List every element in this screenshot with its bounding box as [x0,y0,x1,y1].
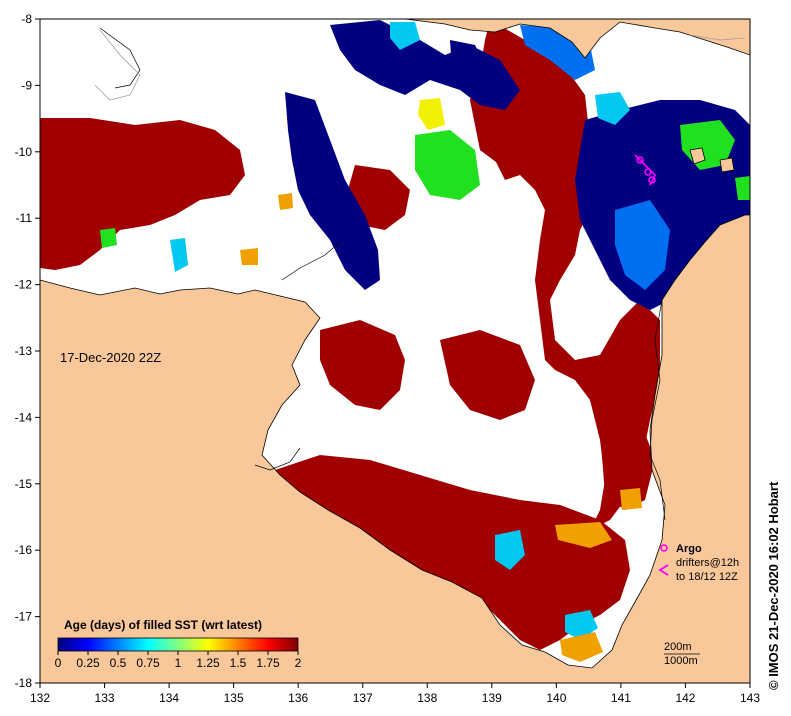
blue-patch-east [615,200,670,290]
orange-patch-southeast [555,522,612,548]
y-axis: -8 -9 -10 -11 -12 -13 -14 -15 -16 -17 -18 [15,12,40,690]
west-red-patch [40,118,245,270]
green-patch-center [415,130,480,200]
y-tick-label: -8 [21,12,32,26]
australia-landmass [40,214,750,683]
y-tick-label: -11 [16,211,33,225]
isobath-1000m [689,34,746,41]
west-coast-inlet [254,447,301,471]
yellow-patch-center [418,98,445,130]
y-tick-label: -10 [15,145,33,159]
isobath-200m-label: 200m [664,641,692,653]
y-tick-label: -16 [15,543,33,557]
colorbar-tick-label: 1.75 [256,656,280,670]
green-patch-far-east [735,176,750,200]
red-patch-mid [320,320,405,410]
y-tick-label: -9 [21,78,32,92]
colorbar-tick-label: 0.5 [110,656,127,670]
colorbar-tick-label: 0 [55,656,62,670]
peninsula-line [281,241,341,281]
navy-patch-diagonal [285,92,380,290]
date-label: 17-Dec-2020 22Z [60,350,161,365]
legend: Argo drifters@12h to 18/12 12Z [658,543,739,583]
credit-label: © IMOS 21-Dec-2020 16:02 Hobart [766,481,781,690]
island-northeast [719,157,735,173]
y-tick-label: -18 [15,676,33,690]
orange-patch-north [278,193,293,210]
x-tick-label: 138 [417,691,437,705]
navy-patch-north [330,20,520,110]
east-coast-line [649,299,666,521]
colorbar-tick-label: 1 [175,656,182,670]
orange-patch-south [560,632,603,662]
red-patch-mid-east [440,330,535,420]
coastline-details [99,27,666,521]
y-tick-label: -14 [15,410,33,424]
colorbar-tick-label: 0.25 [76,656,100,670]
colorbar-title: Age (days) of filled SST (wrt latest) [64,618,262,632]
argo-float-marker [636,156,644,164]
x-tick-label: 136 [288,691,308,705]
red-patch-southeast [600,420,655,510]
cyan-patch-south [495,530,525,570]
isobath-1000m-label: 1000m [664,655,698,667]
colorbar-tick-label: 2 [295,656,302,670]
argo-float-marker [648,176,656,184]
drifters-legend-range: to 18/12 12Z [676,571,738,583]
land-masses [40,19,750,683]
drifter-legend-icon [658,564,669,576]
new-guinea-landmass [404,19,750,59]
argo-legend-label: Argo [676,543,702,555]
y-tick-label: -17 [15,610,33,624]
navy-patch-top [450,40,490,85]
colorbar-gradient [57,637,299,652]
colorbar-ticks: 0 0.25 0.5 0.75 1 1.25 1.5 1.75 2 [55,651,302,670]
x-tick-label: 139 [482,691,502,705]
island-east [689,147,706,165]
x-tick-label: 140 [546,691,566,705]
x-tick-label: 142 [675,691,695,705]
drifter-track [634,154,656,186]
x-tick-label: 141 [611,691,631,705]
cyan-patch-west [170,238,188,272]
y-tick-label: -12 [15,278,33,292]
x-tick-label: 132 [30,691,50,705]
isobath-legend: 200m 1000m [664,641,700,667]
cyan-patch-southeast [565,610,598,640]
argo-legend-icon [660,544,668,552]
colorbar-tick-label: 0.75 [136,656,160,670]
y-tick-label: -15 [15,477,33,491]
isobath-contours [94,29,746,101]
north-island-outline [99,27,141,89]
x-tick-label: 143 [740,691,760,705]
red-patch-south [275,455,630,650]
colorbar-tick-label: 1.25 [196,656,220,670]
red-patch-north-center [470,100,540,165]
x-tick-label: 134 [159,691,179,705]
drifters-legend-label: drifters@12h [676,557,739,569]
x-tick-label: 133 [95,691,115,705]
x-tick-label: 137 [353,691,373,705]
isobath-200m [94,29,141,101]
argo-float-markers [634,154,656,186]
x-axis: 132 133 134 135 136 137 138 139 140 141 142 143 [30,683,760,705]
cyan-patch-northeast [595,92,630,125]
colorbar-tick-label: 1.5 [230,656,247,670]
green-patch-west [100,228,117,248]
x-tick-label: 135 [224,691,244,705]
y-tick-label: -13 [15,344,33,358]
orange-patch-west [240,248,258,265]
old-sst-patches [40,20,660,650]
orange-patch-east [620,488,642,510]
cyan-patch-north [390,22,420,50]
